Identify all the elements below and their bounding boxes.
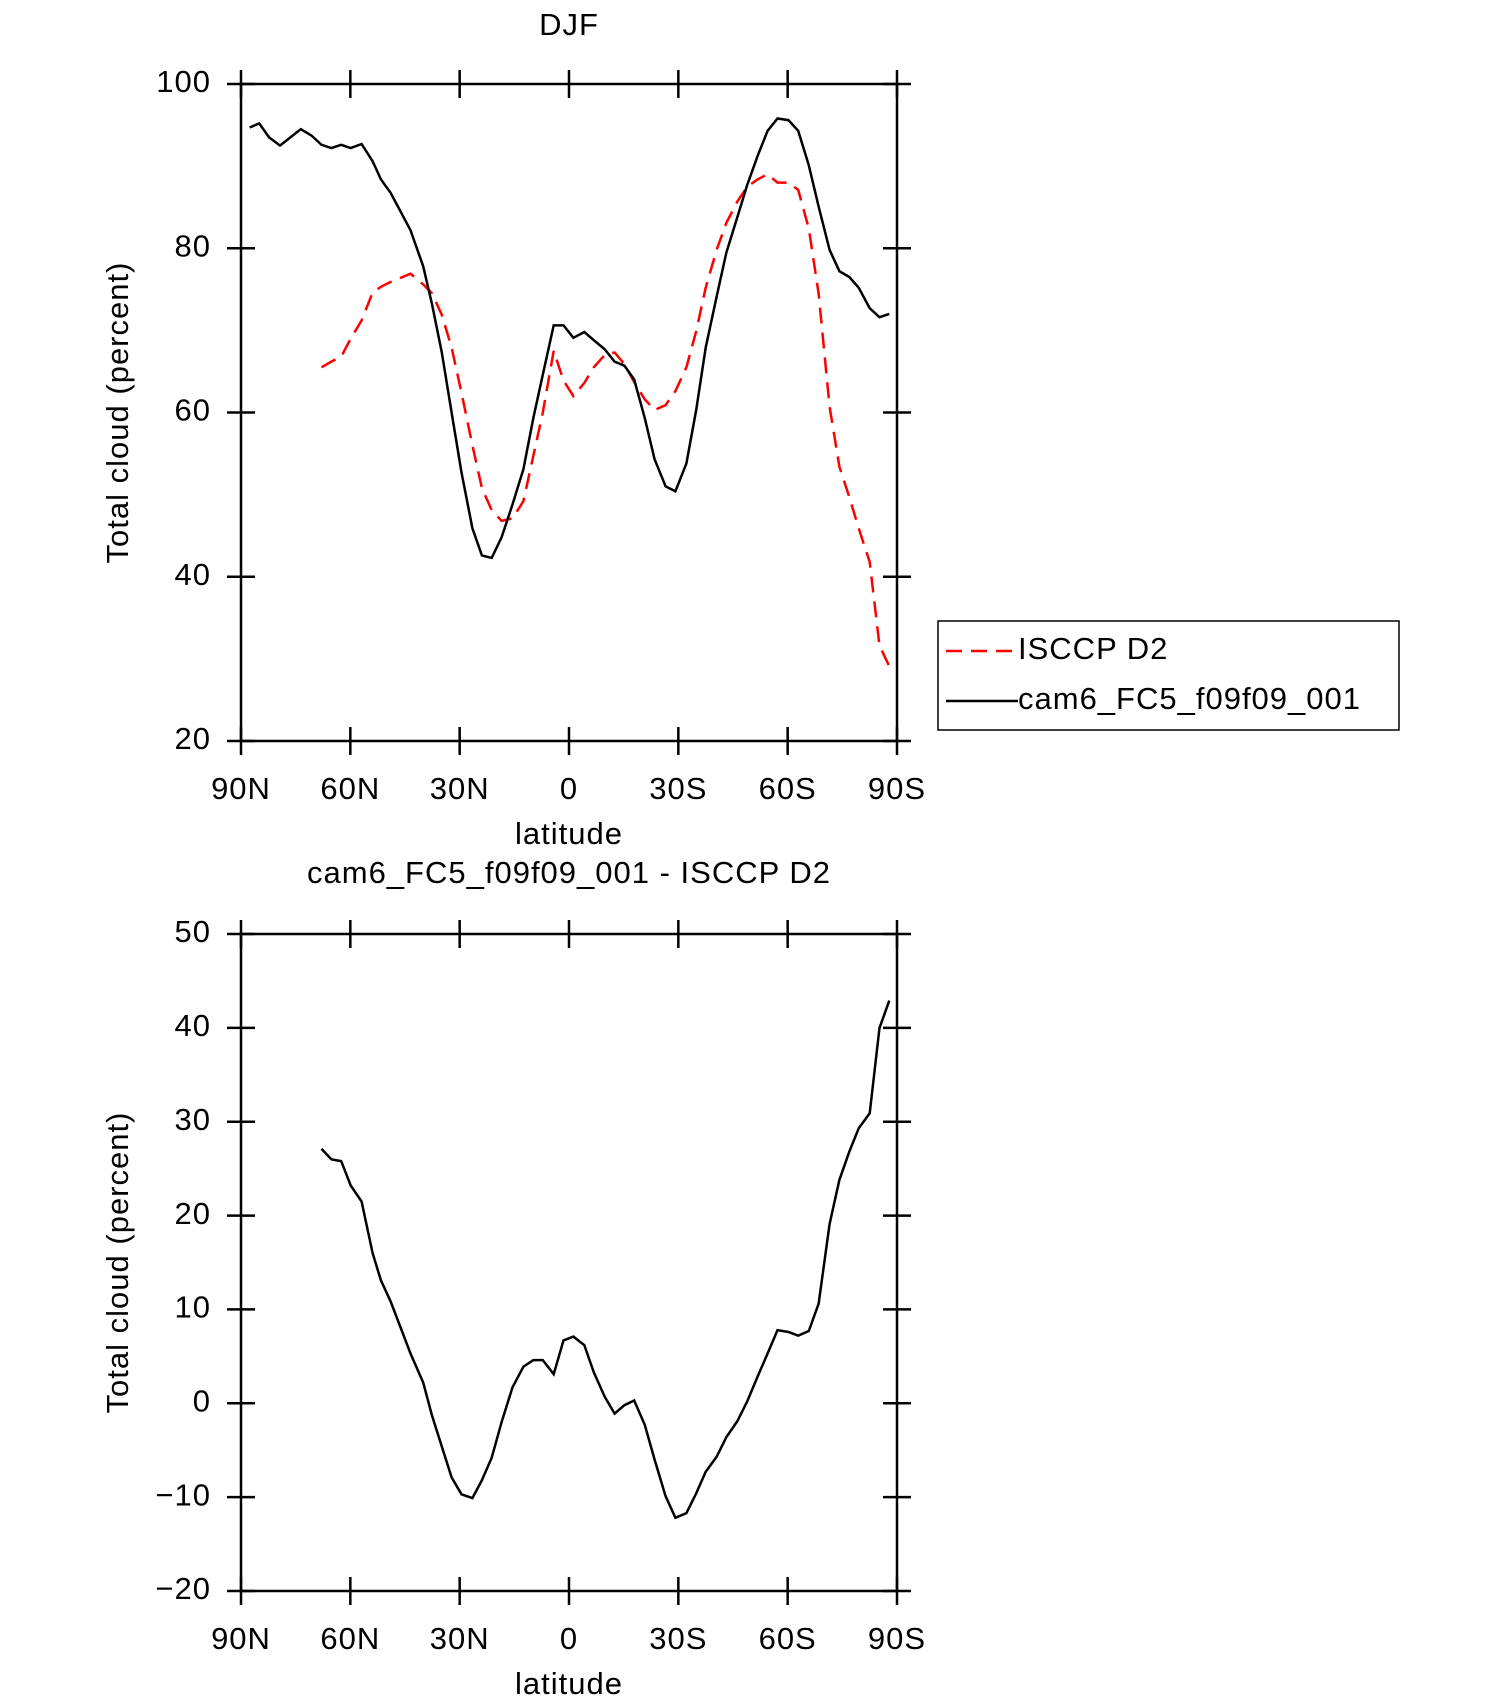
y-tick-label: −20 xyxy=(155,1571,211,1606)
x-tick-label: 30S xyxy=(649,1621,707,1656)
y-tick-label: 50 xyxy=(175,914,211,949)
x-tick-label: 0 xyxy=(560,771,578,806)
x-tick-label: 60N xyxy=(320,771,380,806)
x-tick-label: 90S xyxy=(868,771,926,806)
x-tick-label: 60N xyxy=(320,1621,380,1656)
y-tick-label: 30 xyxy=(175,1102,211,1137)
x-tick-label: 30S xyxy=(649,771,707,806)
series-line xyxy=(320,172,891,667)
x-tick-label: 0 xyxy=(560,1621,578,1656)
plot-frame xyxy=(239,932,899,1593)
x-tick-label: 90N xyxy=(211,1621,271,1656)
y-tick-label: 20 xyxy=(175,721,211,756)
x-tick-label: 90S xyxy=(868,1621,926,1656)
x-axis-label: latitude xyxy=(515,816,623,851)
chart-title: cam6_FC5_f09f09_001 - ISCCP D2 xyxy=(307,855,831,890)
x-tick-label: 90N xyxy=(211,771,271,806)
series-line xyxy=(249,117,890,560)
y-tick-label: 60 xyxy=(175,393,211,428)
legend-label: cam6_FC5_f09f09_001 xyxy=(1018,681,1361,716)
y-tick-label: 40 xyxy=(175,1008,211,1043)
x-tick-label: 30N xyxy=(430,771,490,806)
y-tick-label: 100 xyxy=(156,64,211,99)
y-tick-label: 10 xyxy=(175,1290,211,1325)
y-tick-label: 0 xyxy=(193,1383,211,1418)
y-tick-label: 80 xyxy=(175,228,211,263)
y-tick-label: −10 xyxy=(155,1477,211,1512)
x-tick-label: 30N xyxy=(430,1621,490,1656)
chart-title: DJF xyxy=(539,7,599,42)
x-axis-label: latitude xyxy=(515,1666,623,1701)
plot-frame xyxy=(239,82,899,743)
legend-box xyxy=(937,620,1400,731)
y-axis-label: Total cloud (percent) xyxy=(100,1112,135,1414)
y-axis-label: Total cloud (percent) xyxy=(100,262,135,564)
series-line xyxy=(320,1000,891,1520)
x-tick-label: 60S xyxy=(759,1621,817,1656)
legend-label: ISCCP D2 xyxy=(1018,631,1168,666)
y-tick-label: 20 xyxy=(175,1196,211,1231)
x-tick-label: 60S xyxy=(759,771,817,806)
y-tick-label: 40 xyxy=(175,557,211,592)
